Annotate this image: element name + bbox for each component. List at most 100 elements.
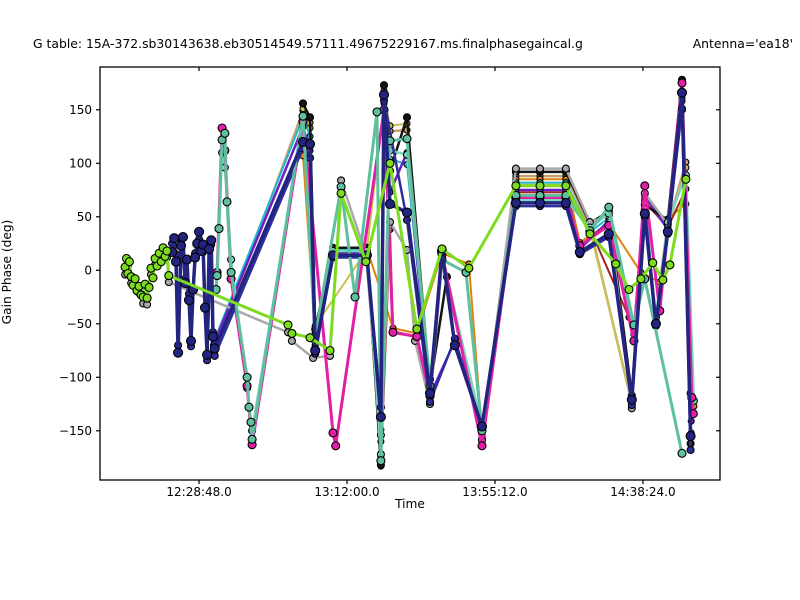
data-point-marker bbox=[226, 267, 236, 277]
data-point-marker bbox=[209, 343, 220, 354]
data-point-marker bbox=[639, 208, 650, 219]
data-point-marker bbox=[164, 271, 174, 281]
title-antenna: Antenna='ea18' bbox=[692, 36, 793, 51]
y-tick-label: 100 bbox=[69, 156, 92, 170]
data-point-marker bbox=[375, 411, 386, 422]
data-point-marker bbox=[298, 99, 308, 108]
data-point-marker bbox=[626, 394, 637, 405]
data-point-marker bbox=[287, 336, 296, 345]
data-point-marker bbox=[162, 246, 172, 256]
data-point-marker bbox=[331, 441, 341, 451]
data-point-marker bbox=[603, 228, 614, 239]
x-axis-label: Time bbox=[395, 497, 425, 511]
data-point-marker bbox=[425, 397, 435, 406]
data-point-marker bbox=[604, 202, 614, 212]
data-point-marker bbox=[130, 274, 140, 284]
data-point-marker bbox=[350, 292, 360, 302]
data-point-marker bbox=[247, 434, 257, 444]
series-spw-lime bbox=[120, 158, 691, 356]
data-point-marker bbox=[378, 89, 390, 100]
data-point-marker bbox=[372, 107, 382, 117]
data-point-marker bbox=[665, 260, 675, 270]
data-point-marker bbox=[305, 113, 315, 122]
data-point-marker bbox=[170, 256, 182, 267]
data-point-marker bbox=[206, 235, 217, 246]
data-point-marker bbox=[685, 431, 696, 442]
data-point-marker bbox=[222, 197, 232, 207]
data-point-marker bbox=[449, 340, 460, 351]
data-point-marker bbox=[681, 174, 691, 184]
data-point-marker bbox=[648, 258, 658, 268]
data-point-marker bbox=[379, 81, 389, 90]
data-point-marker bbox=[385, 158, 395, 168]
data-point-marker bbox=[402, 113, 412, 122]
figure-title: G table: 15A-372.sb30143638.eb30514549.5… bbox=[33, 36, 793, 52]
data-point-marker bbox=[287, 328, 297, 338]
data-point-marker bbox=[173, 347, 184, 358]
data-point-marker bbox=[204, 243, 215, 254]
data-point-marker bbox=[283, 320, 293, 330]
data-point-marker bbox=[510, 197, 521, 208]
data-point-marker bbox=[142, 293, 152, 303]
data-point-marker bbox=[402, 134, 412, 144]
y-tick-label: 0 bbox=[84, 263, 92, 277]
data-point-marker bbox=[185, 335, 197, 346]
data-point-marker bbox=[388, 327, 398, 337]
data-point-marker bbox=[574, 247, 585, 258]
data-point-marker bbox=[244, 402, 254, 412]
data-point-marker bbox=[190, 252, 201, 263]
series-spw-navy bbox=[167, 87, 696, 442]
data-point-marker bbox=[560, 197, 571, 208]
data-point-marker bbox=[511, 164, 520, 173]
data-point-marker bbox=[384, 198, 396, 210]
series-spw-tan bbox=[211, 86, 696, 440]
data-point-marker bbox=[220, 128, 230, 138]
data-point-marker bbox=[175, 240, 187, 251]
data-point-marker bbox=[585, 229, 595, 239]
data-point-marker bbox=[624, 284, 634, 295]
data-point-marker bbox=[207, 331, 219, 342]
data-point-marker bbox=[336, 188, 346, 198]
data-point-marker bbox=[437, 244, 447, 254]
data-point-marker bbox=[611, 259, 621, 269]
data-point-marker bbox=[199, 302, 211, 313]
data-point-marker bbox=[662, 226, 673, 237]
data-point-marker bbox=[194, 226, 205, 237]
y-tick-label: 150 bbox=[69, 103, 92, 117]
data-point-marker bbox=[183, 295, 195, 306]
data-point-marker bbox=[246, 417, 256, 427]
series-layer bbox=[120, 75, 698, 470]
data-point-marker bbox=[376, 456, 386, 466]
data-point-marker bbox=[650, 318, 661, 329]
data-point-marker bbox=[677, 78, 687, 88]
data-point-marker bbox=[477, 441, 487, 451]
data-point-marker bbox=[401, 207, 413, 218]
x-tick-label: 12:28:48.0 bbox=[166, 485, 231, 499]
data-point-marker bbox=[328, 428, 338, 438]
data-point-marker bbox=[424, 388, 436, 399]
data-point-marker bbox=[640, 181, 650, 191]
data-point-marker bbox=[202, 349, 213, 360]
x-tick-label: 14:38:24.0 bbox=[610, 485, 675, 499]
data-point-marker bbox=[305, 333, 315, 343]
data-point-marker bbox=[535, 164, 545, 173]
data-point-marker bbox=[476, 421, 488, 432]
data-point-marker bbox=[676, 87, 688, 98]
data-point-marker bbox=[561, 164, 570, 173]
x-tick-label: 13:55:12.0 bbox=[462, 485, 527, 499]
data-point-marker bbox=[214, 224, 224, 234]
axes-border bbox=[99, 66, 721, 481]
data-point-marker bbox=[686, 445, 695, 455]
x-tick-label: 13:12:00.0 bbox=[314, 485, 379, 499]
y-tick-label: −100 bbox=[59, 370, 92, 384]
data-point-marker bbox=[169, 233, 180, 244]
data-point-marker bbox=[361, 257, 371, 267]
data-point-marker bbox=[412, 324, 422, 334]
series-line bbox=[302, 155, 695, 434]
data-point-marker bbox=[124, 257, 134, 267]
data-point-marker bbox=[298, 111, 308, 121]
data-point-marker bbox=[658, 275, 668, 285]
data-point-marker bbox=[148, 273, 158, 283]
y-tick-label: 50 bbox=[77, 210, 92, 224]
